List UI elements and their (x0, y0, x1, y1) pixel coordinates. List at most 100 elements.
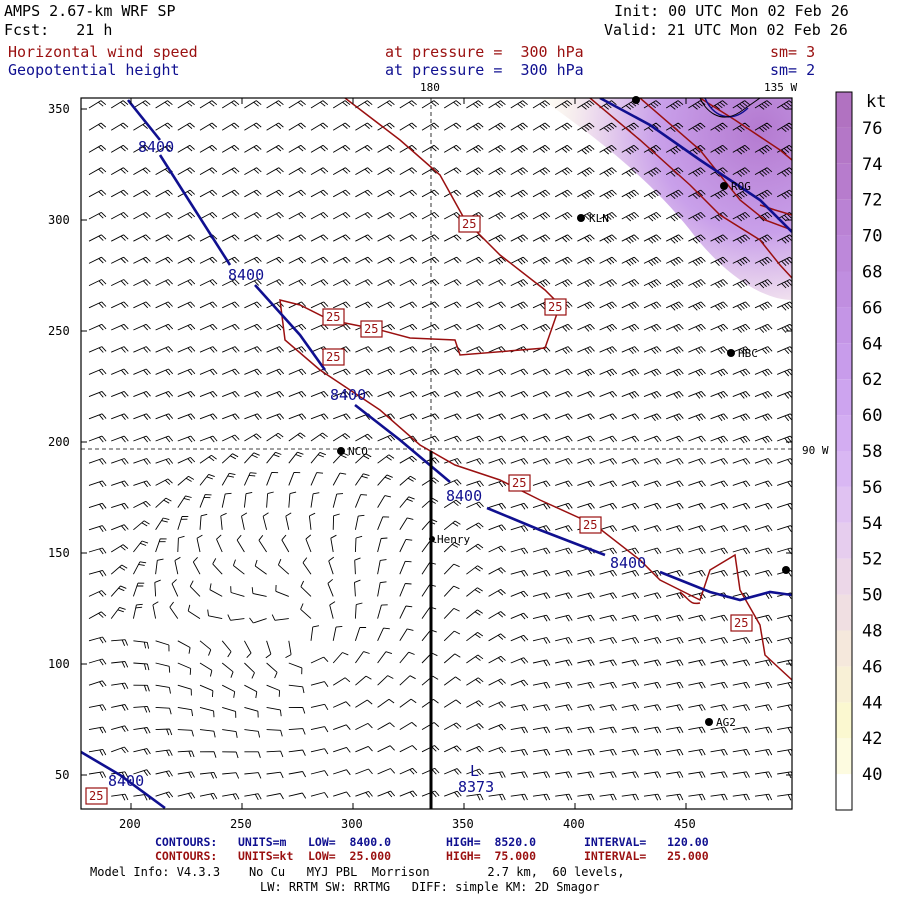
lon-label-180: 180 (420, 81, 440, 94)
wind-barb (133, 189, 151, 198)
wind-barb (754, 279, 773, 289)
wind-barb (199, 122, 218, 131)
wind-barb (710, 189, 728, 200)
wind-barb (244, 167, 262, 175)
wind-barb (643, 256, 662, 267)
wind-barb (466, 346, 484, 353)
wind-barb (133, 705, 151, 713)
wind-barb (599, 793, 617, 801)
wind-barb (643, 458, 662, 465)
wind-barb (111, 346, 129, 353)
wind-barb (599, 502, 618, 510)
wind-barb (777, 346, 792, 355)
colorbar-label: 42 (862, 729, 882, 749)
wind-barb (754, 793, 773, 801)
wind-barb (288, 234, 307, 242)
wind-barb (732, 502, 751, 510)
wind-barb (399, 189, 418, 198)
wind-barb (599, 480, 618, 488)
wind-barb (621, 189, 640, 200)
wind-barb (444, 413, 462, 420)
lon-label-135w: 135 W (764, 81, 797, 94)
wind-barb (643, 614, 662, 622)
wind-barb (88, 122, 107, 131)
wind-barb (310, 656, 329, 664)
wind-barb (466, 167, 484, 176)
wind-barb (244, 706, 259, 718)
wind-barb (222, 390, 240, 398)
axis-ticks (81, 98, 792, 809)
wind-barb (466, 587, 483, 597)
wind-barb (488, 567, 506, 575)
wind-barb (555, 614, 573, 622)
contour1-high: HIGH= 8520.0 (446, 835, 537, 849)
wind-barb (88, 167, 107, 175)
wind-barb (688, 525, 706, 532)
wind-barb (88, 636, 107, 644)
wind-barb (688, 569, 706, 577)
wind-barb (554, 189, 573, 198)
wind-barb (133, 480, 151, 488)
wind-barb (207, 609, 223, 620)
low-marker: L (470, 762, 479, 780)
wind-barb (244, 684, 258, 699)
wind-barb (199, 346, 218, 353)
wind-barb (266, 279, 284, 287)
field2-level: at pressure = 300 hPa (385, 61, 584, 79)
wind-barb (221, 212, 240, 220)
wind-barb (532, 435, 551, 443)
speed-label: 25 (462, 217, 476, 231)
wind-barb (532, 704, 551, 712)
wind-barb (466, 501, 484, 509)
wind-barb (174, 556, 181, 575)
wind-barb (355, 100, 373, 109)
wind-barb (643, 525, 662, 532)
wind-barb (577, 323, 595, 332)
wind-barb (532, 234, 551, 243)
wind-barb (310, 301, 329, 309)
wind-barb (133, 748, 151, 755)
wind-barb (421, 301, 440, 309)
wind-barb (221, 684, 236, 698)
colorbar-label: 52 (862, 550, 882, 570)
wind-barb (310, 167, 329, 175)
wind-barb (710, 525, 729, 532)
speed-label: 25 (583, 518, 597, 532)
wind-barb (354, 494, 368, 508)
wind-barb (399, 301, 418, 309)
wind-barb (466, 189, 484, 198)
wind-barb (599, 279, 617, 288)
wind-barb (577, 726, 595, 734)
wind-barb (265, 640, 272, 659)
wind-barb (377, 495, 391, 508)
wind-barb (196, 534, 203, 553)
wind-barb (177, 167, 195, 175)
wind-barb (444, 256, 462, 264)
wind-barb (554, 234, 573, 243)
wind-barb (688, 346, 706, 355)
wind-barb (399, 767, 418, 775)
wind-barb (133, 500, 151, 509)
wind-barb (222, 368, 240, 376)
wind-barb (189, 580, 201, 597)
wind-barb (643, 212, 662, 222)
wind-barb (510, 612, 529, 620)
wind-barb (288, 728, 306, 735)
wind-barb (244, 772, 262, 779)
wind-barb (666, 413, 684, 422)
wind-barb (599, 212, 617, 222)
wind-barb (111, 435, 129, 443)
wind-barb (488, 524, 507, 532)
wind-barb (133, 167, 151, 175)
wind-barb (421, 144, 440, 153)
wind-barb (177, 662, 192, 675)
wind-barb (532, 480, 551, 488)
wind-barb (777, 793, 792, 801)
wind-barb (155, 122, 173, 131)
wind-barb (777, 390, 792, 399)
wind-barb (666, 547, 684, 555)
wind-barb (133, 323, 151, 331)
field1-smoothing: sm= 3 (770, 43, 816, 61)
wind-barb (377, 144, 395, 153)
wind-barb (754, 547, 773, 555)
